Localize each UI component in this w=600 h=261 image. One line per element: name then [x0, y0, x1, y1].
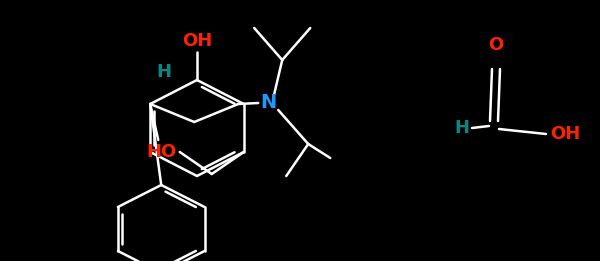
Text: H: H: [157, 63, 172, 81]
Text: HO: HO: [146, 143, 177, 161]
Text: O: O: [488, 36, 503, 54]
Text: H: H: [455, 119, 470, 137]
Text: OH: OH: [182, 32, 212, 50]
Text: N: N: [260, 92, 277, 111]
Text: OH: OH: [550, 125, 580, 143]
